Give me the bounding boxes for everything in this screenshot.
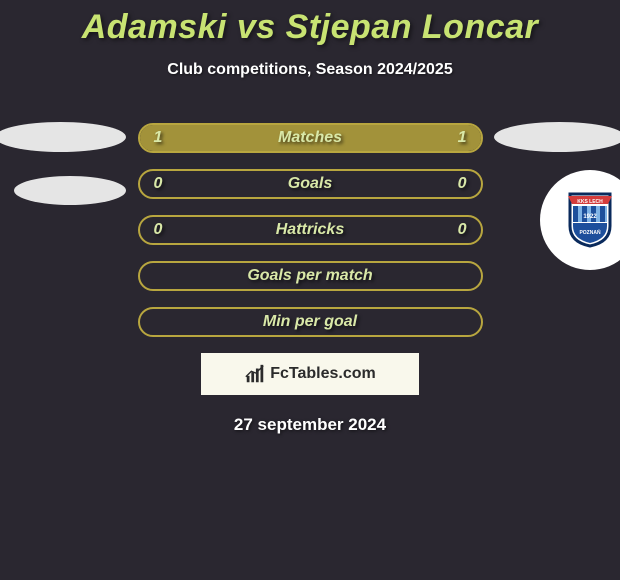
page-subtitle: Club competitions, Season 2024/2025 (0, 61, 620, 79)
page-title: Adamski vs Stjepan Loncar (0, 8, 620, 47)
stat-row-goals-per-match: Goals per match (138, 261, 483, 291)
stat-value-right: 1 (458, 129, 467, 147)
date-label: 27 september 2024 (0, 415, 620, 435)
content: Adamski vs Stjepan Loncar Club competiti… (0, 0, 620, 435)
stats-list: 1 Matches 1 0 Goals 0 0 Hattricks 0 Goal… (0, 123, 620, 337)
stat-value-left: 1 (154, 129, 163, 147)
stat-label: Matches (278, 129, 342, 147)
player-right-photo-placeholder (494, 122, 620, 152)
source-badge-text: FcTables.com (270, 365, 376, 383)
stat-label: Goals (288, 175, 332, 193)
stat-value-left: 0 (154, 221, 163, 239)
svg-text:KKS LECH: KKS LECH (577, 199, 603, 205)
player-left-photo-placeholder-2 (14, 176, 126, 205)
stat-value-right: 0 (458, 175, 467, 193)
svg-text:POZNAŃ: POZNAŃ (579, 228, 601, 236)
stat-value-left: 0 (154, 175, 163, 193)
stat-label: Min per goal (263, 313, 357, 331)
stat-row-matches: 1 Matches 1 (138, 123, 483, 153)
club-shield-icon: KKS LECH 1922 POZNAŃ (566, 192, 614, 248)
stat-row-goals: 0 Goals 0 (138, 169, 483, 199)
stat-value-right: 0 (458, 221, 467, 239)
svg-text:1922: 1922 (583, 214, 597, 220)
stat-label: Hattricks (276, 221, 344, 239)
stat-row-min-per-goal: Min per goal (138, 307, 483, 337)
source-badge: FcTables.com (201, 353, 419, 395)
stat-row-hattricks: 0 Hattricks 0 (138, 215, 483, 245)
chart-icon (244, 363, 266, 385)
stat-label: Goals per match (247, 267, 372, 285)
player-left-photo-placeholder-1 (0, 122, 126, 152)
